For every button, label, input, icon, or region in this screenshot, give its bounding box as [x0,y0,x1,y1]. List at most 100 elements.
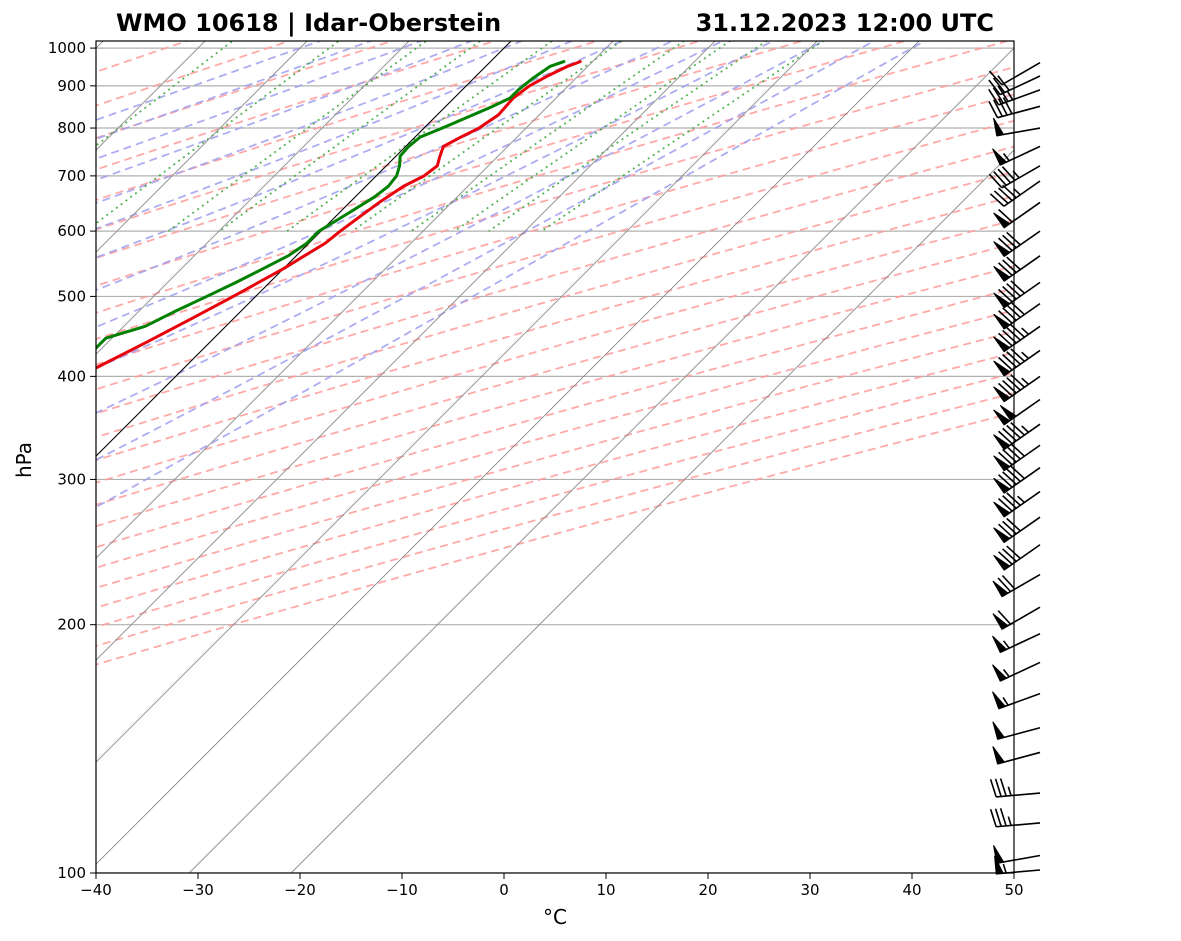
x-tick-label: 20 [698,881,717,899]
x-tick-label: 0 [499,881,509,899]
isotherm-30c [96,41,818,763]
wind-barb [993,255,1041,282]
pressure-gridlines [96,47,1014,873]
y-tick-label: 700 [57,167,86,185]
dry-adiabat-470k [96,392,1014,647]
dry-adiabat-250k [96,41,293,107]
moist-adiabat-0c [96,41,524,205]
wind-barb [993,117,1041,137]
isotherm-50c [188,47,1014,873]
wind-barb [992,633,1041,654]
profile-lines [96,60,582,370]
x-tick-label: −10 [386,881,418,899]
moist-adiabat-35c [96,41,876,461]
wind-barbs [988,62,1041,875]
moist-adiabat-15c [96,41,675,292]
moist-adiabat--20c [96,41,323,121]
wind-barb [992,746,1041,765]
isotherm-10c [96,41,614,559]
mixing-ratio-12gkg [410,41,686,232]
y-tick-label: 100 [57,864,86,882]
wind-barb [988,165,1041,189]
wind-barb [992,691,1041,710]
y-tick-label: 900 [57,77,86,95]
wind-barb [993,490,1041,518]
wind-barb [993,280,1041,309]
wind-barb [988,62,1041,86]
wind-barb [993,443,1041,472]
y-axis-label: hPa [12,442,36,478]
moist-adiabat-30c [96,41,826,414]
mixing-ratio-5gkg [286,41,554,232]
y-tick-label: 600 [57,222,86,240]
x-axis-ticks: −40 −30 −20 −10 0 10 20 30 40 50 [80,873,1024,899]
moist-adiabat-10c [96,41,625,259]
moist-adiabat--15c [96,41,374,140]
dry-adiabat-270k [96,41,498,171]
isotherm-40c [96,41,920,865]
y-tick-label: 500 [57,287,86,305]
wind-barb [992,606,1041,630]
wind-barb [993,301,1041,330]
dry-adiabat-440k [96,330,1014,589]
moist-adiabat-40c [96,41,927,509]
dry-adiabat-420k [96,287,1014,549]
isotherm-20c [96,41,716,661]
x-tick-label: 30 [800,881,819,899]
dewpoint-profile-line [96,60,566,351]
wind-barb [993,201,1041,229]
wind-barb [992,145,1041,166]
moist-adiabat-20c [96,41,725,328]
dry-adiabats [96,41,1014,666]
x-tick-label: 50 [1004,881,1023,899]
mixing-ratio-28gkg [541,41,825,232]
dry-adiabat-330k [96,66,1014,340]
wind-barb [993,465,1041,494]
wind-barb [989,808,1041,828]
y-axis-ticks: 100 200 300 400 500 600 700 800 900 1000 [48,39,96,882]
dry-adiabat-310k [96,41,909,287]
plot-frame [95,40,1015,874]
dry-adiabat-350k [96,119,1014,391]
wind-barb [989,778,1041,798]
temperature-profile-line [96,60,582,370]
wind-barb [989,180,1041,207]
chart-title-station: WMO 10618 | Idar-Oberstein [116,9,501,37]
wind-barb [992,573,1041,598]
dry-adiabat-340k [96,93,1014,366]
x-tick-label: −40 [80,881,112,899]
y-tick-label: 1000 [48,39,86,57]
mixing-ratio-8gkg [351,41,623,232]
dry-adiabat-300k [96,41,806,260]
wind-barb [993,374,1041,403]
wind-barb [992,661,1041,682]
wind-barb [993,398,1041,426]
dry-adiabat-360k [96,145,1014,415]
y-tick-label: 200 [57,616,86,634]
moist-adiabats [96,41,927,509]
wind-barb [993,324,1041,353]
dry-adiabat-450k [96,351,1014,609]
wind-barb [988,97,1041,119]
isotherm-0c [96,41,512,457]
mixing-ratio-0.4gkg [96,41,234,147]
dry-adiabat-390k [96,219,1014,484]
moist-adiabat--5c [96,41,474,181]
dry-adiabat-280k [96,41,601,201]
mixing-ratio-lines [96,41,825,232]
wind-barb [993,348,1041,377]
wind-barb [994,855,1041,875]
dry-adiabat-400k [96,242,1014,506]
x-tick-label: 40 [902,881,921,899]
isotherm--10c [96,41,410,355]
wind-barb [988,75,1041,96]
mixing-ratio-1gkg [96,41,341,225]
chart-title-datetime: 31.12.2023 12:00 UTC [696,9,994,37]
dry-adiabat-430k [96,309,1014,569]
y-tick-label: 300 [57,470,86,488]
x-axis-label: °C [543,905,567,929]
wind-barb [993,230,1041,258]
wind-barb [993,544,1041,571]
